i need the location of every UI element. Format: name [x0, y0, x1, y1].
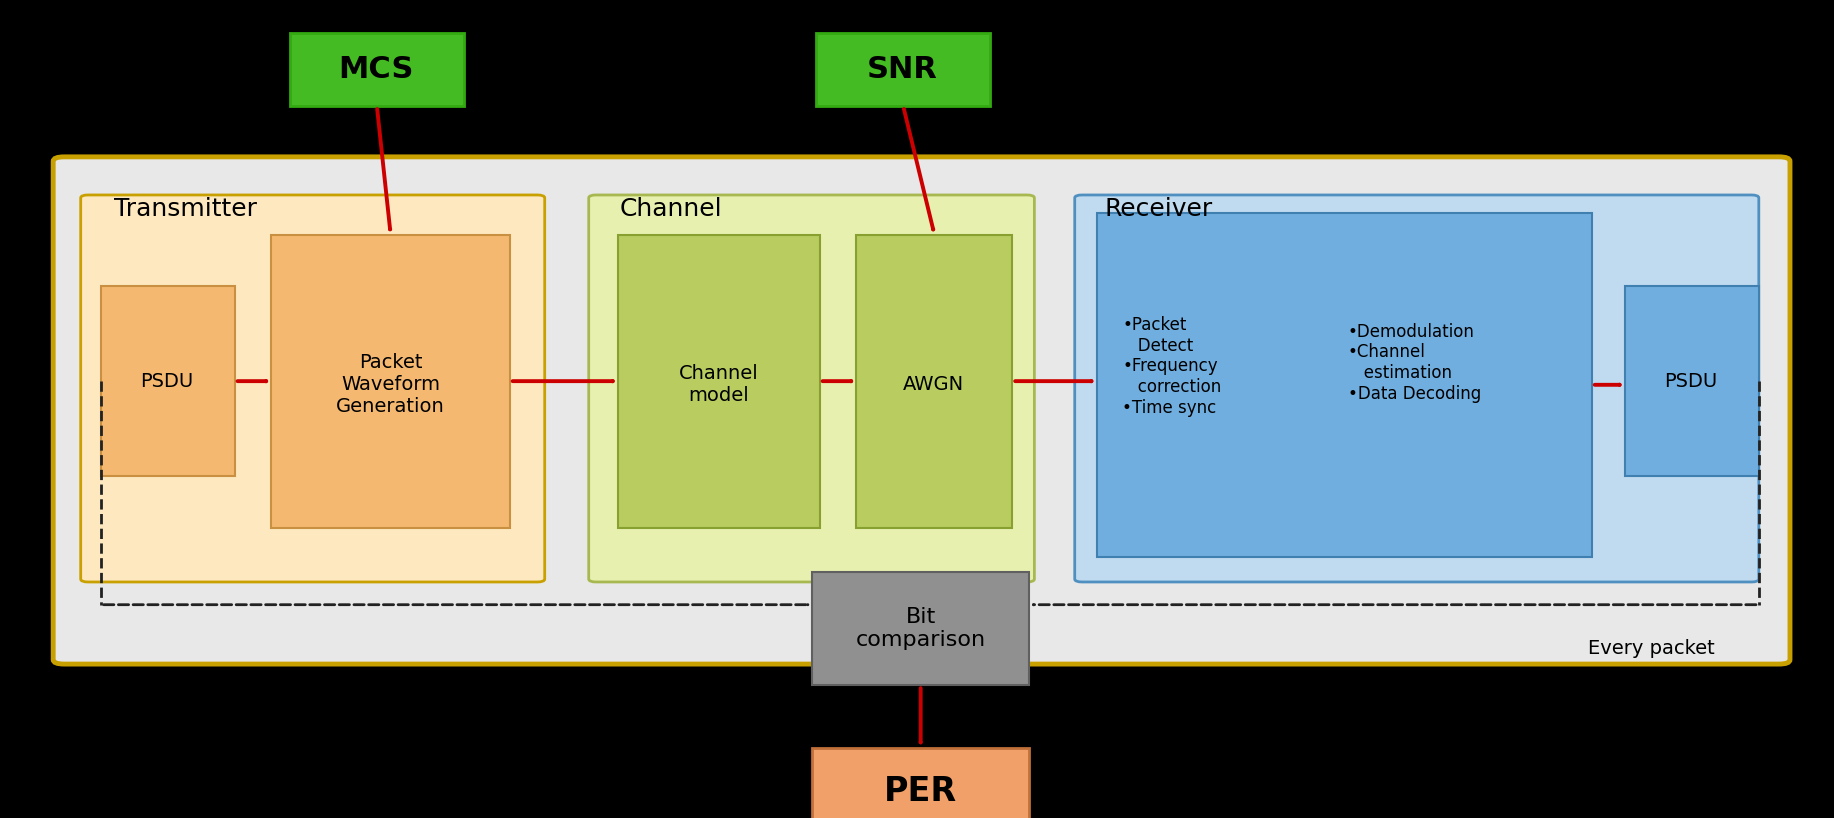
Bar	[856, 235, 1012, 528]
FancyBboxPatch shape	[589, 195, 1034, 582]
Text: AWGN: AWGN	[902, 375, 965, 394]
Text: Transmitter: Transmitter	[114, 197, 257, 221]
Bar	[816, 33, 990, 106]
Text: Channel
model: Channel model	[679, 364, 759, 405]
Bar	[271, 235, 510, 528]
Text: Every packet: Every packet	[1588, 639, 1715, 658]
Text: SNR: SNR	[867, 55, 937, 84]
Text: PER: PER	[884, 775, 957, 808]
FancyBboxPatch shape	[53, 157, 1790, 664]
FancyBboxPatch shape	[81, 195, 545, 582]
Text: •Packet
   Detect
•Frequency
   correction
•Time sync: •Packet Detect •Frequency correction •Ti…	[1122, 316, 1221, 417]
Bar	[290, 33, 464, 106]
Bar	[618, 235, 820, 528]
Bar	[812, 572, 1029, 685]
FancyBboxPatch shape	[1075, 195, 1759, 582]
Text: PSDU: PSDU	[139, 371, 194, 391]
Text: MCS: MCS	[337, 55, 414, 84]
Text: Packet
Waveform
Generation: Packet Waveform Generation	[336, 353, 446, 416]
Text: •Demodulation
•Channel
   estimation
•Data Decoding: •Demodulation •Channel estimation •Data …	[1348, 322, 1482, 403]
Text: Bit
comparison: Bit comparison	[856, 607, 985, 649]
Bar	[1097, 213, 1592, 557]
Text: PSDU: PSDU	[1663, 371, 1718, 391]
Bar	[101, 285, 235, 476]
Text: Receiver: Receiver	[1104, 197, 1212, 221]
Bar	[1625, 285, 1759, 476]
Text: Channel: Channel	[620, 197, 723, 221]
Bar	[812, 748, 1029, 818]
